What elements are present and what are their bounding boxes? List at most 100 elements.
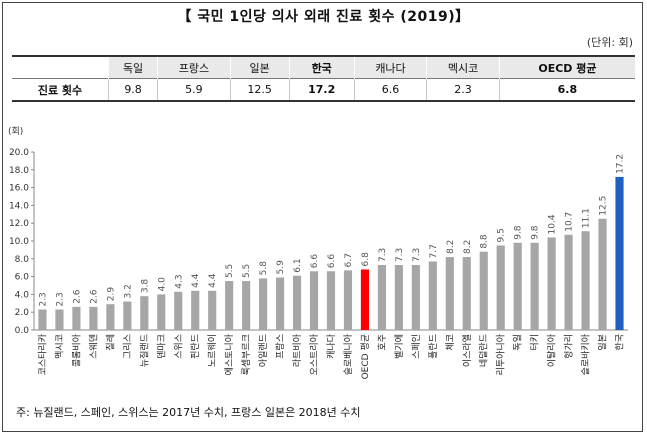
x-category-label: 벨기에 (394, 334, 405, 359)
bar-value-label: 6.8 (361, 252, 371, 267)
x-category-label: 네덜란드 (478, 334, 490, 367)
bar-value-label: 5.5 (225, 264, 235, 278)
chart-frame (2, 2, 643, 432)
bar-value-label: 4.0 (157, 277, 167, 292)
bar (140, 296, 149, 330)
bar (343, 270, 353, 330)
bar-value-label: 10.7 (565, 212, 575, 232)
x-category-label: OECD 평균 (360, 334, 371, 379)
bar (360, 269, 370, 330)
x-category-label: 폴란드 (427, 334, 439, 359)
y-tick-label: 10.0 (9, 237, 29, 247)
bar (547, 237, 556, 330)
bar (377, 265, 386, 330)
y-axis: 0.0 2.0 4.0 6.0 8.0 10.0 12.0 14.0 16.0 18.0 20.0 (9, 148, 628, 336)
bar-value-label: 9.8 (531, 225, 541, 240)
bar-value-label: 9.8 (514, 225, 524, 240)
bar (89, 306, 98, 330)
bars-group: 2.3 2.3 2.6 2.6 2.9 3.2 3.8 4.0 4.3 4.4 4.4 5.5 5.5 5… (38, 154, 626, 330)
bar-value-label: 4.4 (208, 273, 218, 288)
y-tick-label: 2.0 (15, 308, 30, 318)
bar-value-label: 2.3 (55, 292, 65, 306)
x-category-label: 룩셈부르크 (241, 334, 252, 375)
summary-header-cell: 프랑스 (157, 56, 231, 79)
x-category-label: 스페인 (411, 334, 422, 359)
x-category-label: 스위스 (173, 334, 184, 359)
bar (106, 304, 115, 330)
y-tick-label: 16.0 (9, 184, 29, 194)
summary-value-cell: 2.3 (426, 78, 500, 101)
x-category-label: 뉴질랜드 (138, 334, 150, 367)
bar (615, 176, 624, 330)
x-category-label: 멕시코 (54, 334, 65, 359)
bar (123, 301, 132, 330)
x-category-label: 캐나다 (326, 333, 337, 359)
bar-value-label: 5.8 (259, 261, 269, 276)
bar (309, 271, 319, 330)
bar (496, 245, 505, 330)
x-category-label: 그리스 (122, 334, 133, 359)
x-category-label: 오스트리아 (309, 333, 320, 375)
bar-value-label: 9.5 (497, 228, 507, 242)
y-tick-label: 20.0 (9, 148, 29, 158)
summary-header-cell: 일본 (229, 56, 290, 79)
bar-value-label: 17.2 (616, 154, 626, 174)
y-tick-label: 4.0 (15, 290, 30, 300)
y-tick-label: 0.0 (15, 326, 30, 336)
y-tick-label: 12.0 (9, 219, 29, 229)
x-category-label: 프랑스 (274, 334, 286, 359)
x-category-label: 독일 (513, 334, 524, 351)
summary-value-cell: 6.8 (498, 78, 635, 101)
bar (191, 290, 200, 330)
y-tick-label: 6.0 (15, 273, 30, 283)
x-category-label: 체코 (445, 334, 456, 351)
bar (242, 281, 251, 330)
summary-value-cell: 17.2 (288, 78, 355, 101)
summary-header-cell: 멕시코 (426, 56, 500, 79)
bar (276, 277, 285, 330)
bar (581, 231, 590, 330)
bar-value-label: 5.5 (242, 264, 252, 278)
x-category-label: 에스토니아 (224, 333, 235, 375)
y-tick-label: 14.0 (9, 201, 29, 211)
summary-header-cell: 독일 (107, 56, 158, 79)
x-category-label: 콜롬비아 (71, 333, 82, 367)
bar-value-label: 2.9 (106, 287, 116, 302)
summary-value-cell: 12.5 (229, 78, 290, 101)
bar (292, 275, 302, 330)
x-category-label: 이스라엘 (462, 334, 473, 367)
bar-value-label: 7.3 (395, 248, 405, 262)
bar-value-label: 7.7 (429, 244, 439, 258)
bar-value-label: 7.3 (412, 248, 422, 262)
x-category-label: 슬로베니아 (343, 333, 354, 375)
x-category-label: 한국 (615, 334, 626, 351)
x-category-label: 헝가리 (564, 334, 575, 359)
x-category-label: 코스타리카 (37, 334, 48, 375)
summary-header-cell: 캐나다 (353, 56, 427, 79)
summary-header-row: 독일 프랑스 일본 한국 캐나다 멕시코 OECD 평균 (12, 56, 635, 79)
bar (157, 294, 166, 330)
unit-label: (단위: 회) (586, 36, 633, 49)
summary-value-cell: 9.8 (107, 78, 158, 101)
x-category-label: 덴마크 (156, 334, 167, 359)
bar-value-label: 4.4 (191, 273, 201, 288)
bar (55, 309, 64, 330)
x-category-label: 라트비아 (292, 333, 303, 367)
bar-value-label: 8.2 (463, 240, 473, 254)
bar-value-label: 5.9 (276, 260, 286, 275)
summary-header-cell: OECD 평균 (498, 56, 635, 79)
summary-header-cell (12, 56, 109, 79)
x-category-label: 슬로바키아 (581, 333, 592, 375)
x-category-label: 호주 (377, 334, 388, 351)
bar (208, 290, 217, 330)
bar-value-label: 6.1 (293, 258, 303, 272)
bar (445, 257, 454, 330)
x-category-label: 일본 (598, 334, 609, 351)
x-category-label: 이탈리아 (547, 333, 558, 367)
bar-value-label: 6.6 (327, 254, 337, 269)
bar-value-label: 3.8 (140, 279, 150, 294)
x-category-label: 스웨덴 (87, 334, 99, 359)
summary-value-cell: 6.6 (353, 78, 427, 101)
bar (479, 251, 488, 330)
y-axis-unit: (회) (8, 126, 23, 137)
